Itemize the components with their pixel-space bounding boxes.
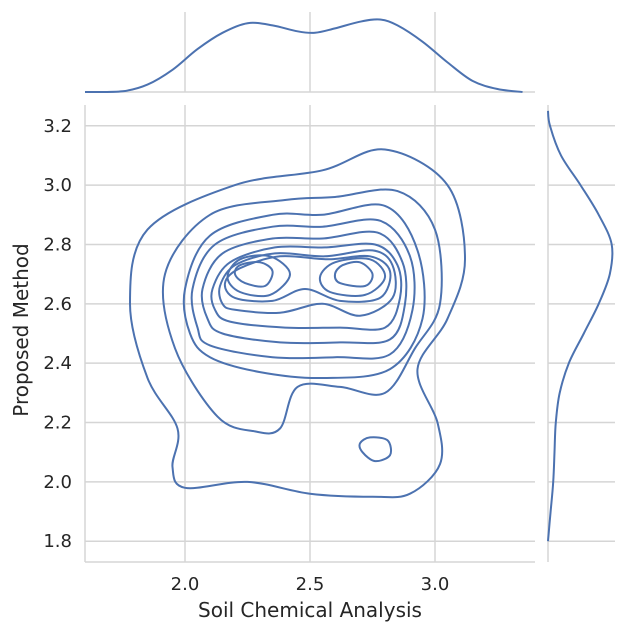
joint-plot-panel: 2.0 2.5 3.0 1.8 2.0 2.2 2.4 2.6 2.8 3.0 3.2: [43, 105, 535, 595]
kde-contour: [223, 254, 392, 303]
kde-contour: [161, 188, 443, 435]
x-tick-label: 2.5: [296, 574, 325, 595]
kde-contour: [358, 436, 393, 463]
kde-contour: [233, 261, 274, 288]
kde-contour: [218, 249, 397, 317]
top-marginal-panel: [84, 12, 535, 94]
kde-contour: [128, 148, 467, 499]
y-tick-label: 1.8: [43, 531, 72, 552]
y-tick-label: 3.0: [43, 175, 72, 196]
kde-contour: [190, 218, 416, 360]
right-marginal-panel: [547, 105, 615, 562]
kde-contour: [200, 230, 408, 345]
kde-contour: [318, 257, 387, 297]
kde-contour: [226, 254, 292, 298]
y-tick-label: 2.2: [43, 413, 72, 434]
x-tick-label: 2.0: [171, 574, 200, 595]
kde-contour: [333, 260, 374, 288]
kde-contour: [182, 203, 426, 380]
y-tick-label: 2.0: [43, 472, 72, 493]
x-marginal-density: [84, 18, 523, 94]
y-tick-label: 2.6: [43, 294, 72, 315]
y-tick-label: 3.2: [43, 116, 72, 137]
x-axis-label: Soil Chemical Analysis: [198, 598, 422, 622]
kde-contour: [210, 242, 403, 331]
y-tick-label: 2.4: [43, 353, 72, 374]
y-tick-label: 2.8: [43, 234, 72, 255]
y-marginal-density: [547, 110, 614, 542]
y-axis-label: Proposed Method: [9, 243, 33, 416]
x-tick-label: 3.0: [421, 574, 450, 595]
